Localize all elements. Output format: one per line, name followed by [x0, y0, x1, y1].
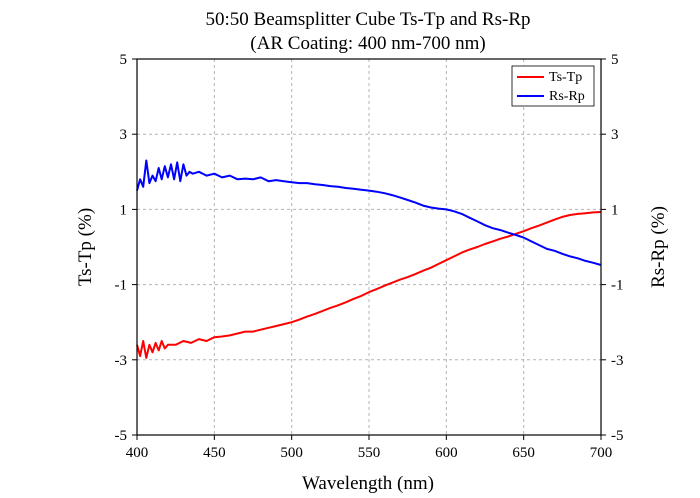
y-tick-label-left: 3	[120, 127, 128, 143]
y-axis-label-left: Ts-Tp (%)	[75, 208, 96, 286]
x-tick-label: 600	[435, 445, 458, 461]
x-tick-label: 700	[590, 445, 613, 461]
chart-title: 50:50 Beamsplitter Cube Ts-Tp and Rs-Rp	[206, 9, 531, 30]
legend-label-rs-rp: Rs-Rp	[549, 89, 585, 104]
y-tick-label-left: -5	[115, 428, 128, 444]
chart-subtitle: (AR Coating: 400 nm-700 nm)	[250, 33, 485, 54]
y-tick-label-right: -5	[611, 428, 624, 444]
x-axis-label: Wavelength (nm)	[302, 473, 434, 494]
x-tick-label: 650	[512, 445, 535, 461]
x-tick-label: 500	[280, 445, 303, 461]
y-tick-label-right: 3	[611, 127, 619, 143]
ticks: 400 450 500 550 600 650 700-5 -5-3 -3-1 -11 13 35 5	[115, 52, 624, 461]
y-tick-label-left: -1	[115, 278, 128, 294]
legend-label-ts-tp: Ts-Tp	[549, 70, 582, 85]
y-axis-label-right: Rs-Rp (%)	[648, 206, 669, 288]
y-tick-label-right: 5	[611, 52, 619, 68]
legend-box	[511, 65, 595, 107]
y-tick-label-left: -3	[115, 353, 128, 369]
x-tick-label: 550	[358, 445, 381, 461]
grid	[137, 59, 601, 435]
y-tick-label-left: 5	[120, 52, 128, 68]
x-tick-label: 450	[203, 445, 226, 461]
series-line-rs-rp	[136, 159, 602, 266]
y-tick-label-right: -1	[611, 278, 624, 294]
series-line-ts-tp	[136, 211, 602, 359]
x-tick-label: 400	[126, 445, 149, 461]
y-tick-label-right: 1	[611, 202, 619, 218]
y-tick-label-right: -3	[611, 353, 624, 369]
y-tick-label-left: 1	[120, 202, 128, 218]
series-layer	[136, 159, 602, 359]
legend: Ts-Tp Rs-Rp	[511, 65, 595, 107]
